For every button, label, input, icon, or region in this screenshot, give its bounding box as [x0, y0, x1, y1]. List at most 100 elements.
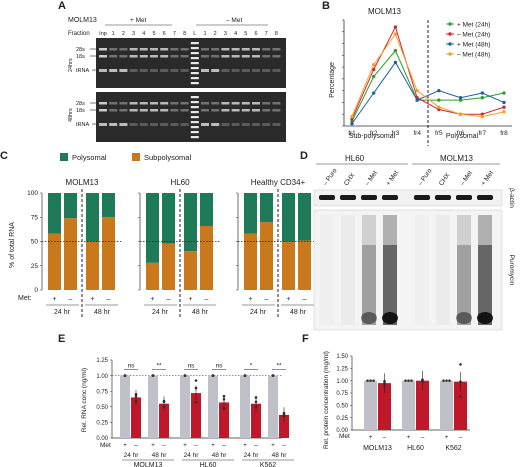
gel-band-28s — [170, 102, 179, 105]
blot-lane-label: CHX — [343, 171, 357, 187]
chart-b-ylabel: Percentage — [329, 62, 336, 98]
chart-f-met-label: Met — [339, 433, 350, 440]
legend-label-polysomal: Polysomal — [72, 153, 107, 162]
chart-c-met-sign: + — [150, 296, 154, 303]
gel-band-trna — [109, 123, 118, 126]
gel-band-trna — [160, 69, 169, 72]
gel-band-28s — [241, 48, 250, 51]
chart-b-series-line — [351, 61, 505, 124]
chart-c-bar-subpolysomal — [102, 217, 115, 290]
chart-e-met-sign: + — [243, 442, 247, 449]
gel-band-28s — [99, 102, 107, 105]
ladder-band — [190, 42, 199, 45]
chart-b-point — [458, 98, 463, 102]
chart-c-title: HL60 — [170, 178, 190, 187]
chart-b-point — [350, 114, 354, 119]
gel-band-28s — [109, 102, 118, 105]
gel-band-28s — [129, 48, 138, 51]
gel-band-28s — [252, 48, 260, 51]
chart-e-time-label: 24 hr — [244, 452, 260, 459]
gel-band-18s — [211, 55, 220, 58]
chart-e-ytick-label: 0.50 — [96, 405, 108, 411]
gel-band-28s — [231, 48, 240, 51]
chart-e-bar-plus — [240, 375, 250, 438]
gel-band-18s — [272, 109, 281, 112]
chart-f-point — [366, 379, 369, 382]
gel-band-18s — [272, 55, 281, 58]
gel-plus-met-label: + Met — [130, 17, 147, 24]
gel-band-28s — [180, 48, 189, 51]
gel-band-18s — [150, 109, 158, 112]
chart-c-bar-subpolysomal — [48, 233, 61, 290]
blot-puromycin-smear — [383, 215, 397, 325]
ladder-band — [190, 101, 199, 104]
chart-b-section-right: Polysomal — [446, 133, 479, 140]
gel-lane-label: 2 — [214, 31, 217, 37]
chart-e-bar-minus — [219, 402, 229, 438]
gel-band-trna — [241, 69, 250, 72]
blot-puromycin-smear — [415, 215, 429, 325]
chart-b-point — [502, 110, 506, 114]
chart-f-point — [369, 379, 372, 382]
chart-f-cell-label: MOLM13 — [363, 445, 392, 452]
gel-band-18s — [160, 109, 169, 112]
gel-band-28s — [119, 102, 128, 105]
gel-band-trna — [262, 123, 271, 126]
blot-lane-label: + Met — [480, 170, 495, 188]
chart-b-point — [437, 107, 441, 112]
chart-b-section-left: Sub-polysomal — [349, 133, 396, 140]
gel-cell-line: MOLM13 — [68, 17, 97, 24]
gel-band-28s — [170, 48, 179, 51]
chart-e-signif-label: ns — [188, 362, 196, 369]
chart-e-met-sign: – — [134, 442, 138, 449]
gel-band-18s — [221, 55, 230, 58]
blot-actin-strip — [313, 189, 503, 207]
chart-f-ytick-label: 0.75 — [336, 391, 348, 397]
chart-e-point — [151, 374, 155, 377]
chart-b-point — [415, 98, 419, 102]
chart-f-bar-minus — [378, 383, 391, 430]
chart-b-point — [480, 112, 484, 116]
chart-f-point — [459, 363, 462, 366]
gel-band-18s — [252, 109, 260, 112]
gel-band-18s — [201, 55, 209, 58]
gel-lane-label: 5 — [244, 31, 247, 37]
blot-puromycin-smear — [383, 245, 397, 325]
chart-e-ytick-label: 0.25 — [96, 421, 108, 427]
gel-row-label-48: 48hrs — [68, 108, 74, 122]
chart-b-legend-label: + Met (24h) — [457, 22, 490, 29]
chart-e-signif-label: ** — [156, 362, 162, 369]
blot-actin-band — [414, 195, 430, 200]
chart-e-bar-minus — [279, 414, 289, 438]
gel-band-trna — [252, 123, 260, 126]
ladder-band — [190, 82, 199, 85]
chart-e-time-label: 48 hr — [272, 452, 288, 459]
gel-band-trna — [201, 123, 209, 126]
blot-actin-band — [435, 195, 451, 200]
chart-c-ylabel: % of total RNA — [9, 222, 16, 268]
chart-c-bar-subpolysomal — [260, 222, 273, 290]
chart-e-met-sign: + — [151, 442, 155, 449]
chart-e-bar-minus — [191, 393, 201, 438]
gel-lane-label: 7 — [265, 31, 268, 37]
chart-e-point — [123, 374, 127, 377]
chart-b-point — [372, 74, 376, 79]
gel-band-28s — [221, 48, 230, 51]
gel-band-18s — [262, 55, 271, 58]
blot-puromycin-smear — [362, 215, 376, 325]
chart-c-time-label: 48 hr — [290, 309, 307, 316]
blot-puromycin-band — [382, 312, 398, 324]
panel-letter-f: F — [302, 333, 309, 345]
chart-f-bar-minus — [416, 380, 429, 430]
gel-band-28s — [180, 102, 189, 105]
chart-c-time-label: 24 hr — [250, 309, 267, 316]
ladder-band — [190, 96, 199, 99]
chart-c-bar-polysomal — [102, 193, 115, 218]
chart-e-met-sign: – — [222, 442, 226, 449]
gel-band-trna — [150, 123, 158, 126]
band-label-trna-b: tRNA — [76, 122, 89, 128]
chart-e-point — [243, 374, 247, 377]
chart-b-tick-label: fr1 — [348, 130, 356, 137]
panel-letter-c: C — [0, 150, 8, 162]
gel-band-28s — [160, 48, 169, 51]
